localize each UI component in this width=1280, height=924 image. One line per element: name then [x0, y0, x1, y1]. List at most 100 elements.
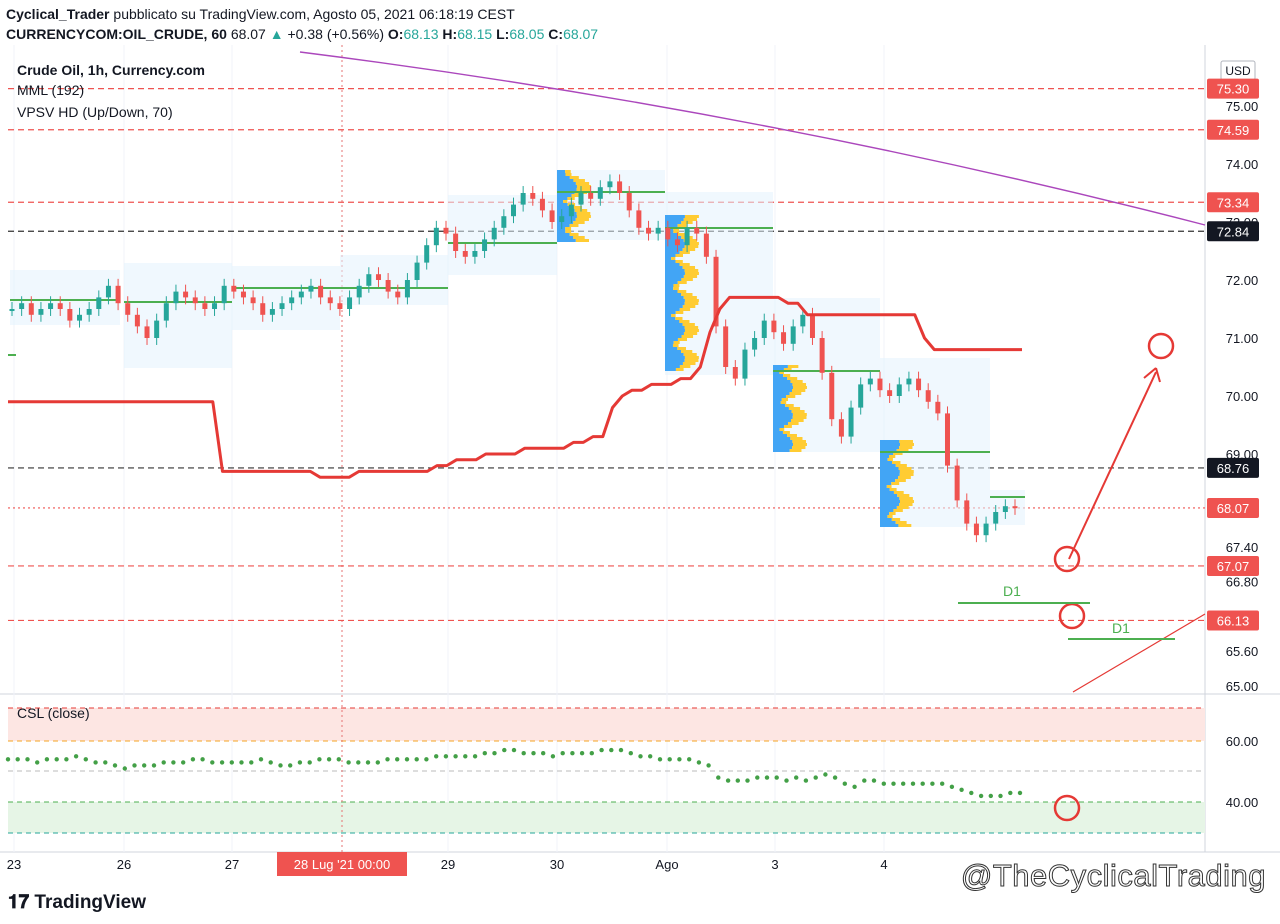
profile-bar-down — [683, 275, 698, 278]
profile-bar-up — [880, 458, 888, 461]
csl-dot — [161, 760, 166, 765]
price-tick-label: 71.00 — [1226, 331, 1259, 346]
edge-marker — [8, 354, 16, 356]
profile-bar-up — [880, 515, 888, 518]
csl-dot — [502, 747, 507, 753]
profile-bar-up — [773, 395, 787, 398]
profile-bar-up — [557, 215, 577, 218]
profile-bar-up — [773, 371, 780, 374]
profile-bar-up — [557, 218, 576, 221]
profile-bar-down — [575, 239, 589, 242]
candle-body — [896, 384, 902, 396]
profile-bar-down — [897, 494, 910, 497]
profile-bar-down — [785, 404, 794, 407]
csl-dot — [687, 757, 692, 762]
price-label-box — [1207, 78, 1259, 99]
profile-bar-down — [782, 431, 790, 434]
profile-bar-down — [789, 449, 802, 452]
profile-bar-down — [892, 461, 901, 464]
csl-dot — [278, 763, 283, 768]
candle-body — [491, 227, 497, 240]
candle-body — [800, 314, 806, 327]
candle-body — [646, 227, 652, 234]
csl-dot — [132, 763, 137, 768]
target-circle — [1053, 545, 1081, 573]
moving-average-curve — [299, 51, 1206, 226]
csl-dot — [200, 757, 205, 762]
profile-bar-up — [665, 275, 684, 278]
profile-bar-down — [682, 362, 696, 365]
csl-legend[interactable]: CSL (close) — [17, 705, 90, 721]
candle-body — [925, 390, 931, 402]
csl-dot — [142, 763, 147, 768]
csl-dot — [852, 784, 857, 789]
csl-dot — [716, 775, 721, 780]
candle-body — [231, 285, 237, 292]
profile-bar-down — [792, 389, 806, 392]
profile-bar-down — [679, 251, 690, 254]
profile-bar-up — [880, 449, 897, 452]
csl-dot — [210, 760, 215, 765]
profile-bar-down — [898, 476, 911, 479]
profile-bar-up — [880, 482, 892, 485]
csl-dot — [229, 760, 234, 765]
volume-profile-box — [10, 270, 120, 325]
profile-bar-up — [880, 464, 896, 467]
profile-bar-down — [673, 341, 680, 344]
csl-dot — [648, 754, 653, 759]
open-value: 68.13 — [403, 26, 439, 42]
profile-bar-down — [888, 455, 896, 458]
target-circle — [1147, 332, 1175, 360]
csl-dot — [268, 760, 273, 765]
vpsv-legend[interactable]: VPSV HD (Up/Down, 70) — [17, 104, 173, 120]
profile-bar-up — [773, 368, 784, 371]
author-name[interactable]: Cyclical_Trader — [6, 6, 110, 22]
csl-dot — [541, 751, 546, 756]
profile-bar-up — [880, 473, 900, 476]
candle-body — [993, 512, 999, 524]
profile-bar-up — [665, 353, 684, 356]
csl-dot — [83, 757, 89, 762]
candle-body — [202, 303, 208, 309]
candle-body — [723, 326, 729, 367]
profile-bar-up — [773, 443, 793, 446]
mml-legend[interactable]: MML (192) — [17, 82, 85, 98]
price-label-text: 74.59 — [1217, 123, 1250, 138]
csl-dot — [297, 760, 303, 765]
profile-bar-down — [684, 359, 699, 362]
profile-bar-up — [773, 398, 782, 401]
candle-body — [9, 309, 15, 311]
profile-bar-down — [681, 350, 693, 353]
candle-body — [443, 227, 449, 234]
candle-body — [732, 367, 738, 379]
profile-bar-up — [665, 350, 682, 353]
profile-bar-up — [880, 497, 900, 500]
profile-bar-down — [679, 365, 691, 368]
overbought-zone — [8, 708, 1205, 741]
price-label-text: 72.84 — [1217, 224, 1250, 239]
candle-body — [347, 297, 353, 309]
csl-dot — [288, 763, 293, 768]
profile-bar-down — [684, 242, 699, 245]
profile-bar-down — [682, 266, 696, 269]
profile-bar-down — [576, 215, 591, 218]
csl-dot — [73, 754, 79, 759]
time-tick-label: 30 — [550, 857, 564, 872]
profile-bar-up — [665, 290, 678, 293]
close-value: 68.07 — [563, 26, 599, 42]
oscillator-tick-label: 40.00 — [1226, 795, 1259, 810]
csl-dot — [1008, 790, 1013, 796]
profile-bar-down — [576, 185, 591, 188]
candle-body — [549, 210, 555, 222]
profile-bar-up — [665, 239, 684, 242]
profile-bar-up — [665, 233, 678, 236]
tradingview-logo[interactable]: 𝟏𝟕 TradingView — [8, 892, 146, 914]
symbol-name[interactable]: CURRENCYCOM:OIL_CRUDE, 60 — [6, 26, 227, 42]
profile-bar-up — [773, 434, 788, 437]
candle-body — [944, 413, 950, 466]
csl-dot — [725, 778, 731, 783]
candle-body — [250, 297, 256, 304]
profile-bar-up — [880, 509, 894, 512]
candle-body — [125, 303, 131, 315]
